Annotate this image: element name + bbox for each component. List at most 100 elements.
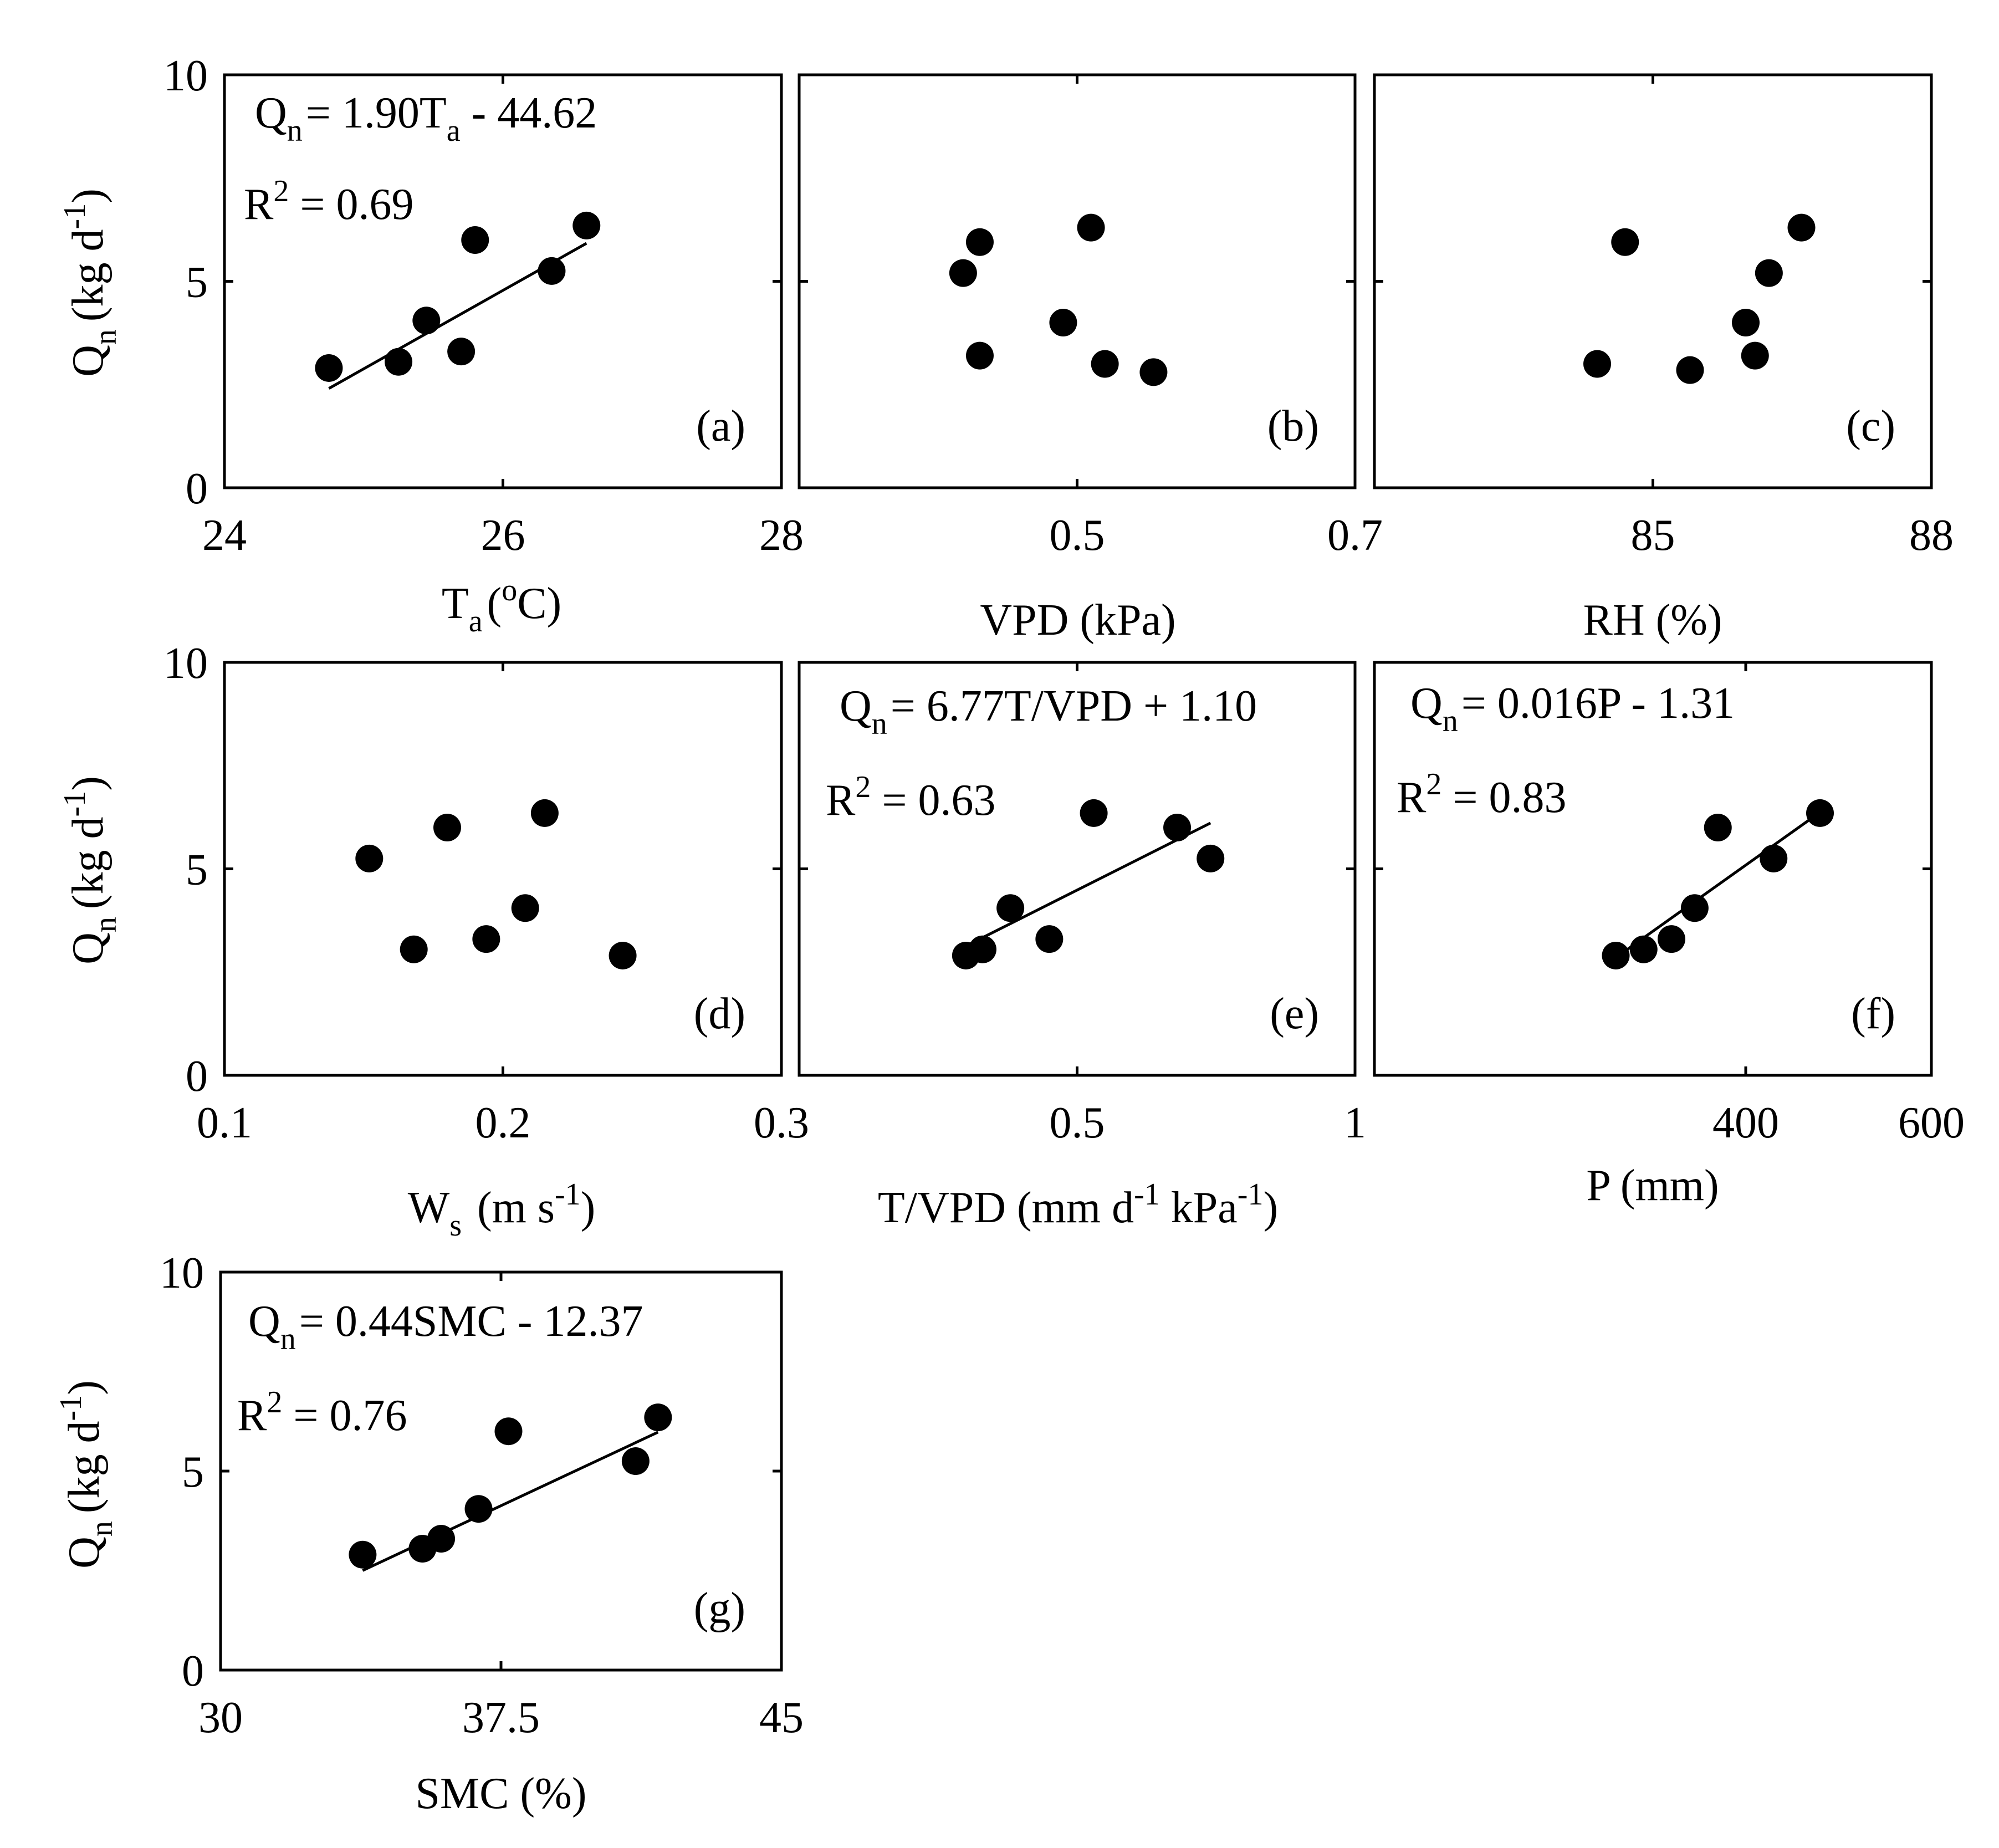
eq-lhs: Q <box>248 1297 280 1346</box>
panel-label: (b) <box>1267 402 1319 451</box>
x-tick-label: 0.2 <box>476 1099 531 1147</box>
r-squared: R2 = 0.83 <box>1397 767 1566 822</box>
ylabel-unit: (kg d <box>64 816 113 909</box>
xlabel-sup: -1 <box>1134 1177 1160 1212</box>
data-point <box>1704 814 1732 841</box>
data-point <box>472 925 500 953</box>
panel-f: 400 600 (f) Qn= 0.016P - 1.31 R2 = 0.83 P (mm… <box>1373 661 1965 1210</box>
r2-sup: 2 <box>273 174 289 208</box>
data-point <box>461 226 489 254</box>
x-tick-label: 600 <box>1898 1099 1965 1147</box>
r-squared: R2 = 0.63 <box>826 770 995 825</box>
r2-rest: = 0.83 <box>1441 773 1566 822</box>
x-tick-label: 28 <box>759 511 804 560</box>
x-tick-label: 88 <box>1909 511 1954 560</box>
panel-label: (d) <box>694 989 745 1038</box>
data-point <box>412 307 441 335</box>
data-point <box>1755 259 1783 287</box>
ylabel-unit: (kg d <box>60 1421 109 1513</box>
data-point <box>494 1417 523 1446</box>
fit-equation: Qn= 0.016P - 1.31 <box>1410 679 1735 738</box>
y-tick-label: 5 <box>186 258 208 307</box>
data-point <box>996 894 1025 922</box>
data-point <box>621 1447 650 1476</box>
y-tick-label: 10 <box>160 1249 204 1298</box>
data-point <box>385 348 413 376</box>
eq-lhs: Q <box>1410 679 1443 728</box>
data-point <box>433 814 461 841</box>
fit-equation: Qn= 0.44SMC - 12.37 <box>248 1297 643 1356</box>
r-squared: R2 = 0.76 <box>237 1385 407 1440</box>
xlabel-main: W <box>408 1183 450 1232</box>
data-point <box>1035 925 1064 953</box>
x-axis-label: T/VPD (mm d-1 kPa-1) <box>878 1177 1278 1232</box>
r2-base: R <box>1397 773 1427 822</box>
data-point <box>1680 894 1709 922</box>
ylabel-unit: (kg d <box>64 229 113 321</box>
r2-sup: 2 <box>1426 767 1441 802</box>
data-point <box>464 1495 493 1523</box>
data-point <box>1732 309 1760 336</box>
y-tick-label: 10 <box>163 52 208 100</box>
panel-label: (a) <box>696 402 745 451</box>
xlabel-main: T <box>442 579 469 628</box>
x-tick-label: 26 <box>481 511 525 560</box>
x-tick-label: 85 <box>1631 511 1675 560</box>
xlabel-main: P (mm) <box>1586 1161 1719 1210</box>
xlabel-sup2: -1 <box>1238 1177 1264 1212</box>
data-point <box>644 1403 672 1432</box>
ylabel-close: ) <box>64 188 113 203</box>
fit-line <box>362 1431 659 1572</box>
x-tick-label: 0.5 <box>1050 1099 1105 1147</box>
ylabel-sub: n <box>89 917 123 932</box>
data-point <box>1629 935 1658 963</box>
data-point <box>400 935 428 963</box>
eq-lhs: Q <box>840 682 872 731</box>
panel-label: (g) <box>694 1584 745 1633</box>
y-axis-label: Qn (kg d-1) <box>58 776 123 964</box>
data-point <box>1049 309 1077 336</box>
xlabel-mid: kPa <box>1160 1183 1238 1232</box>
data-point <box>1602 941 1630 969</box>
ylabel-close: ) <box>60 1380 109 1395</box>
data-point <box>1676 356 1704 384</box>
y-tick-label: 0 <box>186 464 208 513</box>
data-point <box>965 341 994 370</box>
panel-label: (f) <box>1851 989 1895 1038</box>
data-point <box>572 211 601 239</box>
x-tick-label: 30 <box>198 1693 243 1742</box>
x-axis-label: RH (%) <box>1583 596 1722 645</box>
r2-base: R <box>237 1391 267 1440</box>
data-point <box>1806 799 1834 827</box>
x-tick-label: 0.7 <box>1327 511 1383 560</box>
eq-lhs-sub: n <box>1443 704 1458 738</box>
xlabel-post: C) <box>517 579 561 628</box>
ylabel-sup: -1 <box>54 1395 88 1421</box>
eq-lhs: Q <box>255 89 287 137</box>
panel-c: 85 88 (c) RH (%) <box>1373 73 1954 645</box>
data-point <box>447 338 476 366</box>
xlabel-pre: ( <box>487 579 502 628</box>
fit-equation: Qn= 1.90Ta - 44.62 <box>255 89 597 148</box>
x-tick-label: 1 <box>1344 1099 1366 1147</box>
ylabel-sup: -1 <box>58 203 92 229</box>
eq-lhs-sub: n <box>287 114 303 148</box>
x-tick-label: 400 <box>1712 1099 1779 1147</box>
panel-b: 0.5 0.7 (b) VPD (kPa) <box>797 73 1383 645</box>
eq-rhs: = 0.44SMC - 12.37 <box>299 1297 643 1346</box>
y-tick-label: 5 <box>182 1448 204 1497</box>
data-point <box>538 257 566 285</box>
fit-line <box>965 821 1211 947</box>
r2-rest: = 0.69 <box>289 180 413 229</box>
data-point <box>315 354 343 382</box>
eq-lhs-sub: n <box>872 707 887 741</box>
data-point <box>1658 925 1685 953</box>
x-tick-label: 0.1 <box>197 1099 252 1147</box>
ylabel-main: Q <box>64 345 113 377</box>
y-axis-label: Qn (kg d-1) <box>58 188 123 377</box>
ylabel-close: ) <box>64 776 113 791</box>
xlabel-main: RH (%) <box>1583 596 1722 645</box>
r-squared: R2 = 0.69 <box>244 174 413 229</box>
